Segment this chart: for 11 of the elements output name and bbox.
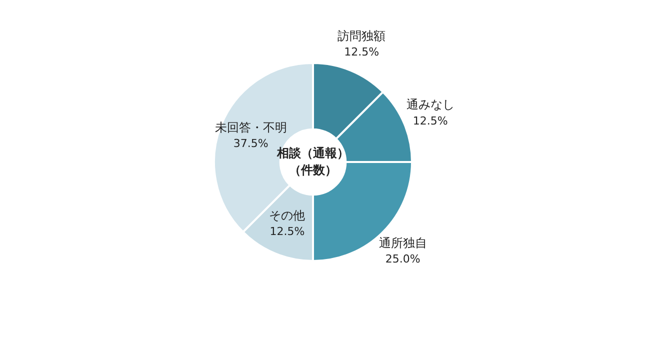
slice-label: 通みなし	[406, 98, 454, 112]
data-label: 12.5%	[344, 46, 380, 59]
slice-label: 未回答・不明	[214, 120, 287, 134]
slice-label: 訪問独額	[338, 28, 386, 43]
slice-label: 通所独自	[378, 236, 427, 250]
text: 相談（通報）（件数）	[276, 145, 350, 179]
slice-label: その他	[269, 208, 306, 222]
data-label: 37.5%	[233, 137, 268, 150]
data-label: 12.5%	[412, 114, 448, 128]
data-label: 25.0%	[385, 252, 420, 266]
data-label: 12.5%	[270, 225, 305, 238]
